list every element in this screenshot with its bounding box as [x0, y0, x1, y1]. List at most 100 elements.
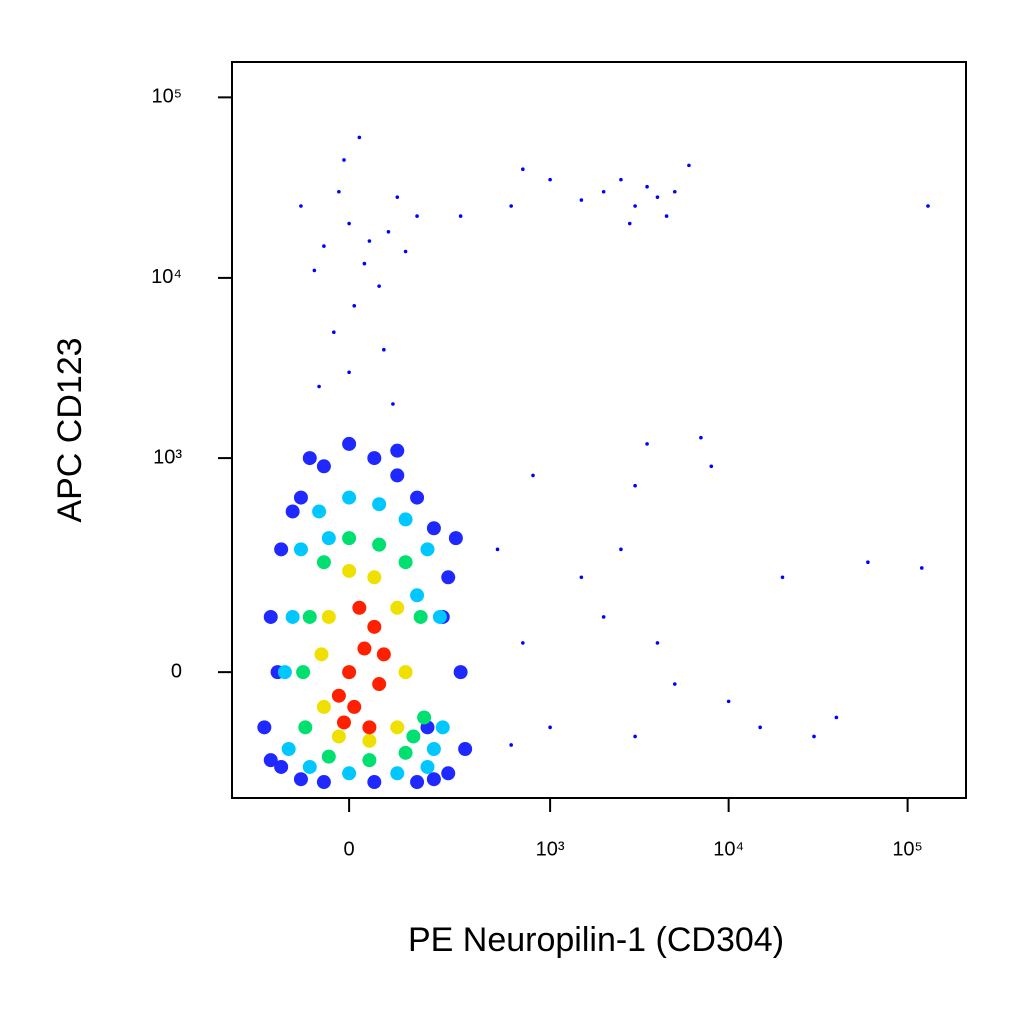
- event-dot: [317, 384, 321, 389]
- event-dot: [655, 641, 660, 645]
- event-dot: [390, 468, 405, 483]
- event-dot: [302, 759, 317, 774]
- event-dot: [420, 759, 435, 774]
- event-dot: [398, 745, 413, 760]
- event-dot: [312, 504, 327, 519]
- event-dot: [316, 459, 331, 474]
- event-dot: [687, 163, 691, 168]
- event-dot: [312, 268, 317, 273]
- event-dot: [342, 436, 357, 451]
- event-dot: [342, 665, 357, 680]
- event-dot: [342, 766, 357, 781]
- event-dot: [347, 370, 351, 375]
- event-dot: [664, 214, 669, 218]
- event-dot: [398, 665, 413, 680]
- event-dot: [919, 566, 924, 570]
- event-dot: [285, 609, 300, 624]
- event-dot: [627, 221, 632, 226]
- event-dot: [367, 775, 382, 790]
- event-dot: [579, 198, 584, 202]
- event-dot: [382, 347, 386, 352]
- event-dot: [372, 677, 387, 692]
- event-dot: [601, 615, 606, 619]
- event-dot: [390, 443, 405, 458]
- event-dot: [391, 402, 395, 406]
- event-dot: [332, 330, 336, 335]
- event-dot: [413, 609, 428, 624]
- event-dot: [410, 490, 425, 505]
- event-dot: [352, 304, 357, 308]
- event-dot: [645, 184, 649, 189]
- event-dot: [321, 749, 336, 764]
- event-dot: [420, 542, 435, 557]
- event-dot: [352, 600, 367, 615]
- event-dot: [367, 451, 382, 466]
- event-dot: [672, 189, 677, 194]
- event-dot: [277, 665, 292, 680]
- event-dot: [398, 512, 413, 527]
- event-dot: [441, 570, 456, 585]
- event-dot: [293, 490, 308, 505]
- event-dot: [417, 710, 432, 725]
- event-dot: [390, 720, 405, 735]
- event-dot: [372, 497, 387, 512]
- event-dot: [699, 435, 703, 440]
- event-dot: [509, 204, 513, 208]
- event-dot: [672, 682, 677, 686]
- event-dot: [337, 189, 341, 194]
- event-dot: [314, 647, 329, 662]
- event-dot: [633, 204, 637, 208]
- event-dot: [531, 473, 535, 478]
- y-tick-label: 10⁵: [151, 86, 182, 108]
- event-dot: [390, 600, 405, 615]
- event-dot: [655, 195, 660, 199]
- x-tick-label: 10⁵: [892, 838, 923, 860]
- event-dot: [316, 775, 331, 790]
- event-dot: [780, 575, 785, 580]
- event-dot: [426, 772, 441, 787]
- event-dot: [403, 249, 408, 254]
- event-dot: [342, 158, 346, 162]
- event-dot: [263, 753, 278, 768]
- event-dot: [726, 699, 731, 704]
- y-axis-title: APC CD123: [51, 337, 89, 522]
- event-dot: [548, 177, 552, 182]
- event-dot: [834, 715, 839, 720]
- event-dot: [866, 560, 870, 565]
- event-dot: [362, 753, 377, 768]
- event-dot: [453, 665, 468, 680]
- event-dot: [257, 720, 272, 735]
- event-dot: [619, 547, 623, 552]
- event-dot: [302, 451, 317, 466]
- event-dot: [263, 609, 278, 624]
- event-dot: [645, 442, 649, 446]
- event-dot: [347, 699, 362, 714]
- event-dot: [435, 720, 450, 735]
- event-dot: [509, 743, 513, 747]
- event-dot: [376, 647, 391, 662]
- event-dot: [347, 221, 351, 226]
- event-dot: [285, 504, 300, 519]
- event-dot: [410, 588, 425, 603]
- event-dot: [336, 715, 351, 730]
- event-dot: [601, 189, 606, 194]
- event-dot: [293, 772, 308, 787]
- event-dot: [548, 725, 552, 730]
- event-dot: [406, 729, 421, 744]
- event-dot: [367, 619, 382, 634]
- x-axis-title: PE Neuropilin-1 (CD304): [408, 921, 784, 959]
- event-dot: [367, 239, 372, 243]
- event-dot: [316, 699, 331, 714]
- event-dot: [458, 214, 463, 218]
- event-dot: [302, 609, 317, 624]
- plot-frame: [231, 61, 967, 799]
- event-dot: [274, 542, 289, 557]
- event-dot: [316, 555, 331, 570]
- event-dot: [357, 135, 362, 140]
- event-dot: [298, 720, 313, 735]
- event-dot: [322, 244, 326, 248]
- event-dot: [299, 204, 303, 208]
- y-tick-label: 10⁴: [151, 266, 182, 288]
